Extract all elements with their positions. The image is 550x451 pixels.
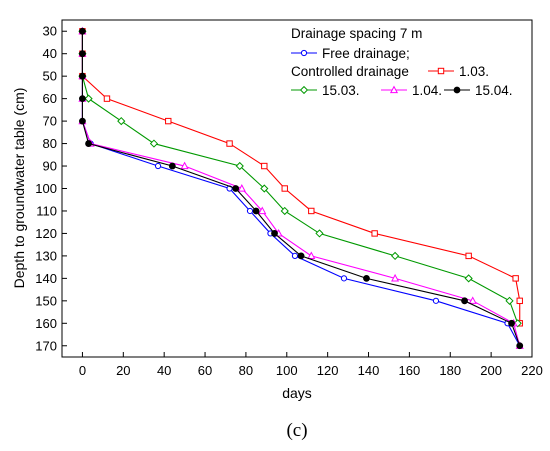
data-point — [252, 207, 260, 215]
data-point — [340, 275, 348, 282]
series-layer — [78, 26, 524, 350]
y-tick-label: 150 — [35, 293, 57, 308]
x-tick-label: 220 — [521, 363, 543, 378]
x-tick-label: 120 — [317, 363, 339, 378]
x-tick-label: 20 — [116, 363, 130, 378]
legend-label: 15.04. — [475, 83, 513, 98]
data-point — [508, 319, 515, 327]
x-tick-label: 60 — [198, 363, 212, 378]
data-point — [516, 342, 524, 350]
x-tick-label: 140 — [358, 363, 380, 378]
legend-group-label: Controlled drainage — [291, 64, 409, 79]
legend-label: 15.03. — [322, 83, 360, 98]
series-line — [81, 31, 519, 324]
data-point — [258, 206, 267, 215]
x-tick-label: 200 — [480, 363, 502, 378]
data-point — [261, 162, 268, 170]
legend-marker — [453, 86, 461, 94]
data-point — [226, 140, 233, 147]
legend-label: 1.03. — [459, 64, 489, 79]
data-point — [280, 206, 289, 216]
data-point — [79, 27, 86, 35]
data-point — [79, 72, 86, 80]
data-point — [315, 229, 324, 238]
data-point — [432, 297, 440, 304]
data-point — [79, 95, 86, 103]
data-point — [117, 116, 126, 126]
y-tick-label: 140 — [35, 271, 57, 286]
data-point — [468, 296, 477, 304]
data-point — [512, 275, 519, 282]
x-tick-label: 40 — [157, 363, 171, 378]
legend-label: 1.04. — [412, 83, 442, 98]
data-point — [371, 230, 378, 237]
series-4 — [79, 27, 524, 350]
y-tick-label: 40 — [43, 46, 57, 61]
panel-caption: (c) — [286, 420, 307, 441]
y-tick-label: 120 — [35, 226, 57, 241]
data-point — [79, 50, 86, 58]
legend-entry-free-drainage: Free drainage; — [291, 46, 410, 61]
data-point — [235, 161, 244, 171]
x-tick-label: 180 — [439, 363, 461, 378]
data-point — [149, 139, 159, 148]
y-axis-label: Depth to groundwater table (cm) — [11, 88, 27, 289]
data-point — [165, 117, 172, 125]
data-point — [85, 140, 92, 147]
data-point — [260, 184, 269, 193]
legend-marker — [389, 85, 399, 94]
legend-heading: Drainage spacing 7 m — [291, 26, 422, 41]
legend-entries-controlled: 1.03. 15.03. 1.04. 15.04. — [291, 64, 513, 98]
data-point — [154, 162, 162, 170]
x-tick-label: 100 — [276, 363, 298, 378]
y-tick-label: 110 — [36, 203, 57, 218]
legend-label: Free drainage; — [322, 46, 410, 61]
series-line — [81, 31, 521, 324]
y-tick-label: 30 — [43, 24, 57, 39]
data-point — [237, 184, 246, 192]
data-point — [461, 297, 468, 305]
x-tick-label: 160 — [399, 363, 421, 378]
data-point — [391, 273, 400, 282]
data-point — [516, 297, 523, 305]
data-point — [308, 207, 315, 215]
data-point — [232, 185, 240, 192]
data-point — [281, 185, 288, 192]
y-tick-label: 70 — [43, 114, 57, 129]
data-point — [84, 94, 93, 103]
series-2 — [78, 27, 522, 328]
data-point — [363, 274, 370, 282]
y-tick-label: 60 — [43, 91, 57, 106]
data-point — [180, 161, 189, 170]
data-point — [168, 162, 176, 170]
legend: Drainage spacing 7 m Free drainage; Cont… — [291, 26, 513, 98]
legend-marker — [300, 49, 308, 57]
x-tick-label: 80 — [239, 363, 253, 378]
x-axis-ticks: 0 20 40 60 80 100 120 140 160 180 200 220 — [79, 352, 543, 378]
data-point — [79, 117, 86, 125]
data-point — [307, 251, 316, 259]
data-point — [291, 252, 299, 259]
y-tick-label: 160 — [35, 316, 57, 331]
y-tick-label: 130 — [35, 248, 57, 263]
data-point — [271, 230, 278, 237]
legend-marker — [299, 85, 309, 95]
data-point — [390, 251, 400, 261]
y-tick-label: 90 — [43, 159, 57, 174]
data-point — [465, 252, 472, 260]
y-axis-ticks: 30 40 50 60 70 80 90 100 110 120 130 140 150 160 170 — [35, 24, 67, 353]
data-point — [297, 252, 305, 260]
data-point — [464, 274, 473, 283]
y-tick-label: 80 — [43, 136, 57, 151]
y-tick-label: 100 — [35, 181, 57, 196]
x-tick-label: 0 — [79, 363, 86, 378]
y-tick-label: 50 — [43, 69, 57, 84]
data-point — [505, 296, 514, 305]
data-point — [103, 95, 111, 102]
data-point — [246, 207, 254, 215]
legend-marker — [437, 67, 445, 75]
x-axis-label: days — [282, 385, 312, 401]
y-tick-label: 170 — [35, 338, 57, 353]
